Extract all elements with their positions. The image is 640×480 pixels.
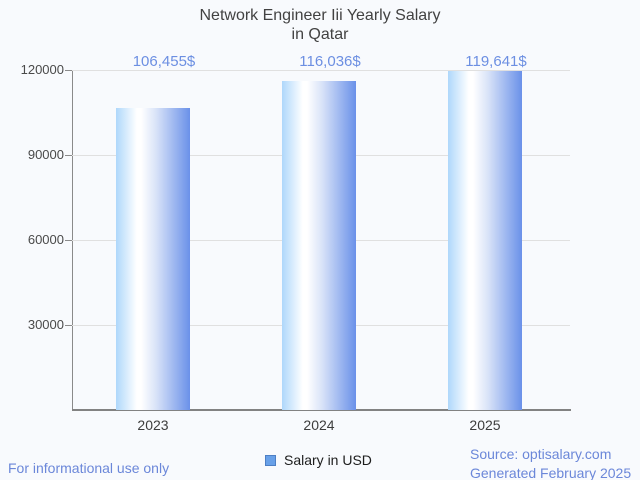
- y-axis-tick: [65, 240, 72, 241]
- x-axis-line: [72, 409, 571, 411]
- bar-value-label: 119,641$: [465, 53, 527, 70]
- chart-title: Network Engineer Iii Yearly Salary in Qa…: [0, 6, 640, 44]
- legend-item-salary[interactable]: Salary in USD: [265, 452, 372, 469]
- bar-2024[interactable]: [282, 81, 356, 410]
- y-axis-tick-label: 60000: [27, 232, 64, 247]
- y-axis-tick: [65, 325, 72, 326]
- x-axis-label: 2023: [137, 417, 169, 433]
- bar-2023[interactable]: [116, 108, 190, 410]
- generated-line: Generated February 2025: [470, 465, 632, 480]
- legend-label: Salary in USD: [284, 452, 372, 468]
- x-axis-label: 2025: [469, 417, 501, 433]
- footer-disclaimer: For informational use only: [8, 460, 170, 476]
- legend-swatch-icon: [265, 455, 276, 466]
- gridline: [72, 70, 570, 71]
- y-axis-tick-label: 120000: [20, 62, 64, 77]
- x-axis-label: 2024: [303, 417, 335, 433]
- bar-2025[interactable]: [448, 71, 522, 410]
- chart-title-line1: Network Engineer Iii Yearly Salary: [199, 7, 441, 24]
- y-axis-tick: [65, 155, 72, 156]
- y-axis-tick-label: 30000: [27, 317, 64, 332]
- chart-title-line2: in Qatar: [291, 26, 349, 43]
- bar-value-label: 106,455$: [132, 53, 196, 70]
- source-block: Source: optisalary.com Generated Februar…: [470, 445, 631, 480]
- source-line: Source: optisalary.com: [470, 446, 612, 462]
- y-axis-tick: [65, 70, 72, 71]
- y-axis-tick-label: 90000: [27, 147, 64, 162]
- bar-value-label: 116,036$: [299, 53, 361, 70]
